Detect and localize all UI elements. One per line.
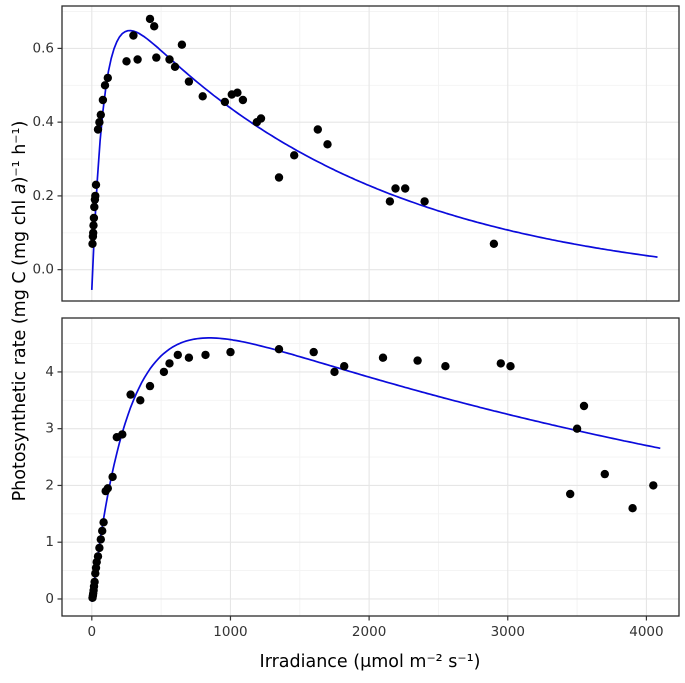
- x-tick-label: 3000: [491, 624, 525, 640]
- data-point: [274, 173, 284, 182]
- y-axis-title: Photosynthetic rate (mg C (mg chl a)⁻¹ h…: [10, 121, 30, 502]
- y-tick-label: 2: [45, 477, 54, 493]
- data-point: [391, 184, 400, 193]
- data-point: [378, 353, 388, 362]
- x-axis-title: Irradiance (μmol m⁻² s⁻¹): [259, 652, 481, 672]
- data-point: [173, 350, 182, 360]
- panel-top: 0.0 0.2 0.4 0.6: [33, 5, 680, 302]
- panel-border: [61, 5, 680, 302]
- data-point: [93, 125, 103, 134]
- data-point: [330, 367, 339, 377]
- data-point: [177, 40, 187, 49]
- data-point: [98, 526, 107, 536]
- x-tick-label: 4000: [629, 624, 663, 640]
- data-point: [89, 213, 99, 223]
- y-axis-title-pre: Photosynthetic rate (mg C (mg chl: [10, 194, 30, 502]
- data-point: [184, 77, 194, 86]
- data-point: [184, 353, 194, 362]
- panel-background: [62, 6, 679, 301]
- data-point: [129, 31, 138, 40]
- data-point: [90, 202, 99, 212]
- data-point: [600, 469, 609, 479]
- data-point: [496, 359, 505, 368]
- data-point: [233, 88, 242, 97]
- data-point: [136, 396, 145, 405]
- data-point: [89, 228, 98, 237]
- data-point: [93, 552, 103, 561]
- data-point: [145, 14, 155, 24]
- data-point: [628, 504, 637, 513]
- fit-curve: [90, 337, 661, 602]
- panel-border: [61, 317, 680, 617]
- data-point: [420, 197, 429, 206]
- data-point: [274, 345, 284, 354]
- data-point: [323, 140, 332, 149]
- data-point: [122, 57, 131, 66]
- x-tick-label: 1000: [213, 624, 247, 640]
- data-point: [118, 430, 127, 439]
- data-point: [145, 381, 155, 391]
- data-point: [103, 484, 113, 493]
- y-axis-title-italic: a: [10, 183, 30, 195]
- data-point: [91, 191, 100, 201]
- data-point: [108, 472, 117, 482]
- y-tick-label: 0.2: [33, 188, 54, 204]
- data-point: [150, 22, 159, 31]
- data-point: [99, 518, 108, 527]
- data-point: [152, 53, 161, 62]
- data-point: [201, 350, 210, 360]
- data-point: [165, 55, 174, 64]
- data-point: [103, 73, 113, 83]
- x-tick-label: 0: [88, 624, 97, 640]
- data-point: [401, 184, 410, 193]
- panel-background: [62, 318, 679, 616]
- y-tick-label: 0: [45, 591, 54, 607]
- data-point: [95, 543, 104, 553]
- data-point: [313, 125, 322, 134]
- data-point: [91, 180, 101, 189]
- y-tick-label: 0.0: [33, 262, 54, 278]
- data-point: [96, 110, 106, 120]
- data-point: [159, 367, 169, 377]
- y-tick-label: 4: [45, 364, 54, 380]
- y-axis-title-post: )⁻¹ h⁻¹): [10, 120, 30, 184]
- data-point: [572, 424, 582, 433]
- data-point: [220, 97, 230, 107]
- panel-bottom: 0 1 2 3 4: [45, 317, 680, 617]
- data-point: [385, 197, 395, 206]
- data-point: [579, 401, 589, 411]
- data-point: [340, 362, 349, 371]
- data-point: [165, 359, 174, 368]
- data-point: [238, 95, 248, 105]
- data-point: [90, 577, 99, 587]
- data-point: [226, 347, 235, 357]
- data-point: [96, 535, 106, 544]
- data-point: [100, 81, 110, 90]
- data-point: [413, 356, 422, 365]
- fit-curve: [90, 29, 658, 290]
- data-point: [198, 92, 207, 101]
- data-point: [126, 390, 135, 399]
- data-point: [98, 95, 108, 105]
- data-point: [566, 489, 575, 499]
- data-point: [309, 347, 318, 357]
- y-tick-label: 0.6: [33, 40, 54, 56]
- data-point: [133, 55, 142, 64]
- x-tick-label: 2000: [352, 624, 386, 640]
- data-point: [441, 362, 450, 371]
- data-point: [170, 62, 180, 71]
- y-tick-label: 0.4: [33, 114, 54, 130]
- data-point: [489, 239, 499, 248]
- data-point: [290, 151, 299, 160]
- y-tick-label: 3: [45, 421, 54, 437]
- y-tick-label: 1: [45, 534, 54, 550]
- data-point: [89, 221, 98, 230]
- data-point: [649, 481, 658, 490]
- data-point: [95, 118, 104, 127]
- data-point: [88, 239, 97, 248]
- data-point: [256, 114, 266, 123]
- data-point: [506, 362, 515, 371]
